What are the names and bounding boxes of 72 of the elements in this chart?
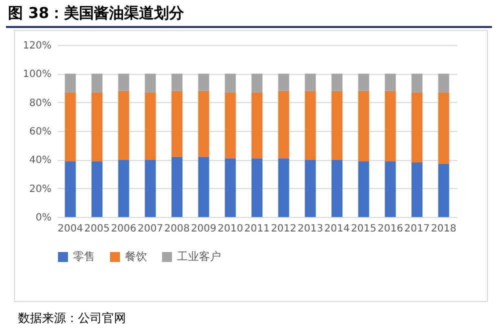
bar: [384, 74, 396, 91]
bar: [118, 160, 130, 217]
source-note: 数据来源：公司官网: [18, 310, 126, 327]
x-tick-label: 2006: [110, 224, 136, 234]
legend-label: 餐饮: [125, 250, 147, 263]
bar: [64, 161, 76, 217]
bar: [92, 92, 102, 162]
bar: [92, 161, 102, 217]
bar: [332, 160, 342, 217]
x-tick-label: 2013: [298, 224, 324, 234]
legend-label: 工业客户: [177, 250, 221, 263]
bar: [144, 74, 156, 92]
x-tick-label: 2012: [270, 224, 296, 234]
bar: [172, 90, 182, 157]
bar: [278, 74, 290, 91]
bar: [278, 90, 290, 158]
x-tick-label: 2009: [190, 224, 216, 234]
bar: [278, 158, 290, 217]
bar: [358, 74, 370, 91]
bar: [412, 162, 422, 217]
bar: [438, 74, 450, 92]
y-tick-label: 20%: [29, 184, 52, 195]
x-tick-label: 2005: [84, 224, 110, 234]
y-tick-label: 100%: [22, 69, 52, 80]
bar: [92, 74, 102, 92]
x-tick-label: 2007: [138, 224, 164, 234]
bar: [172, 74, 182, 91]
bar: [304, 74, 316, 91]
x-tick-label: 2016: [378, 224, 404, 234]
bar: [384, 161, 396, 217]
bar: [332, 74, 342, 91]
bar: [64, 92, 76, 162]
x-tick-label: 2014: [324, 224, 350, 234]
bar: [64, 74, 76, 92]
y-tick-label: 0%: [36, 212, 52, 224]
y-tick-label: 60%: [29, 126, 52, 138]
x-tick-label: 2017: [404, 224, 430, 234]
bar: [224, 74, 236, 92]
bar: [198, 90, 210, 157]
bar: [384, 90, 396, 162]
x-tick-label: 2010: [218, 224, 244, 234]
x-tick-label: 2008: [164, 224, 190, 234]
x-tick-label: 2004: [58, 224, 84, 234]
y-tick-label: 80%: [29, 98, 52, 109]
bar: [304, 160, 316, 217]
bar: [224, 92, 236, 158]
bar: [438, 92, 450, 164]
y-tick-label: 40%: [29, 155, 52, 166]
bar: [252, 74, 262, 92]
bar: [198, 74, 210, 91]
bar: [412, 74, 422, 92]
legend-label: 零售: [73, 250, 95, 263]
x-tick-label: 2015: [350, 224, 376, 234]
bar: [198, 156, 210, 217]
bar: [412, 92, 422, 163]
bar: [332, 90, 342, 160]
bar: [118, 90, 130, 160]
chart-title: 图 38：美国酱油渠道划分: [8, 4, 184, 23]
bar: [144, 160, 156, 217]
bar: [224, 158, 236, 217]
bar: [172, 156, 182, 217]
bar: [358, 161, 370, 217]
bar: [252, 92, 262, 158]
bar: [438, 164, 450, 217]
x-tick-label: 2018: [430, 224, 456, 234]
bar: [118, 74, 130, 91]
bar: [252, 158, 262, 217]
bar: [304, 90, 316, 160]
bar: [358, 90, 370, 162]
x-tick-label: 2011: [244, 224, 270, 234]
bar: [144, 92, 156, 160]
y-tick-label: 120%: [22, 40, 52, 52]
